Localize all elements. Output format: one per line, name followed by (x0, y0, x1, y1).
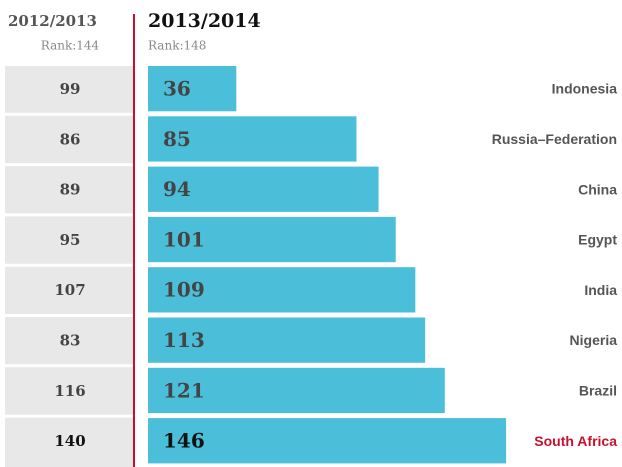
previous-value: 140 (54, 432, 85, 450)
category-label: South Africa (534, 433, 617, 449)
bar (148, 418, 507, 464)
value-label: 109 (163, 278, 205, 302)
previous-value: 83 (60, 332, 81, 350)
category-label: Indonesia (552, 81, 618, 97)
bar (148, 267, 416, 313)
chart-title: 2013/2014 (148, 10, 261, 32)
previous-value: 89 (60, 181, 81, 199)
previous-value: 107 (54, 281, 85, 299)
previous-value: 116 (54, 382, 85, 400)
category-label: China (578, 181, 617, 197)
previous-value: 86 (60, 130, 81, 148)
previous-value: 95 (60, 231, 81, 249)
previous-title: 2012/2013 (8, 12, 97, 30)
bar (148, 216, 396, 263)
value-label: 85 (163, 127, 191, 151)
value-label: 146 (163, 429, 205, 453)
previous-subtitle: Rank:144 (41, 39, 100, 53)
chart-subtitle: Rank:148 (148, 39, 206, 53)
bar (148, 66, 237, 112)
value-label: 36 (163, 77, 191, 101)
bar (148, 166, 379, 212)
bar (148, 116, 357, 162)
category-label: Nigeria (570, 332, 618, 348)
previous-value: 99 (60, 80, 81, 98)
value-label: 113 (163, 328, 205, 352)
category-label: Brazil (579, 383, 617, 399)
value-label: 94 (163, 177, 191, 201)
category-label: India (584, 282, 617, 298)
value-label: 101 (163, 227, 205, 251)
category-label: Egypt (578, 232, 617, 248)
bar (148, 317, 426, 363)
value-label: 121 (163, 378, 205, 402)
category-label: Russia–Federation (492, 131, 617, 147)
bar (148, 367, 445, 414)
